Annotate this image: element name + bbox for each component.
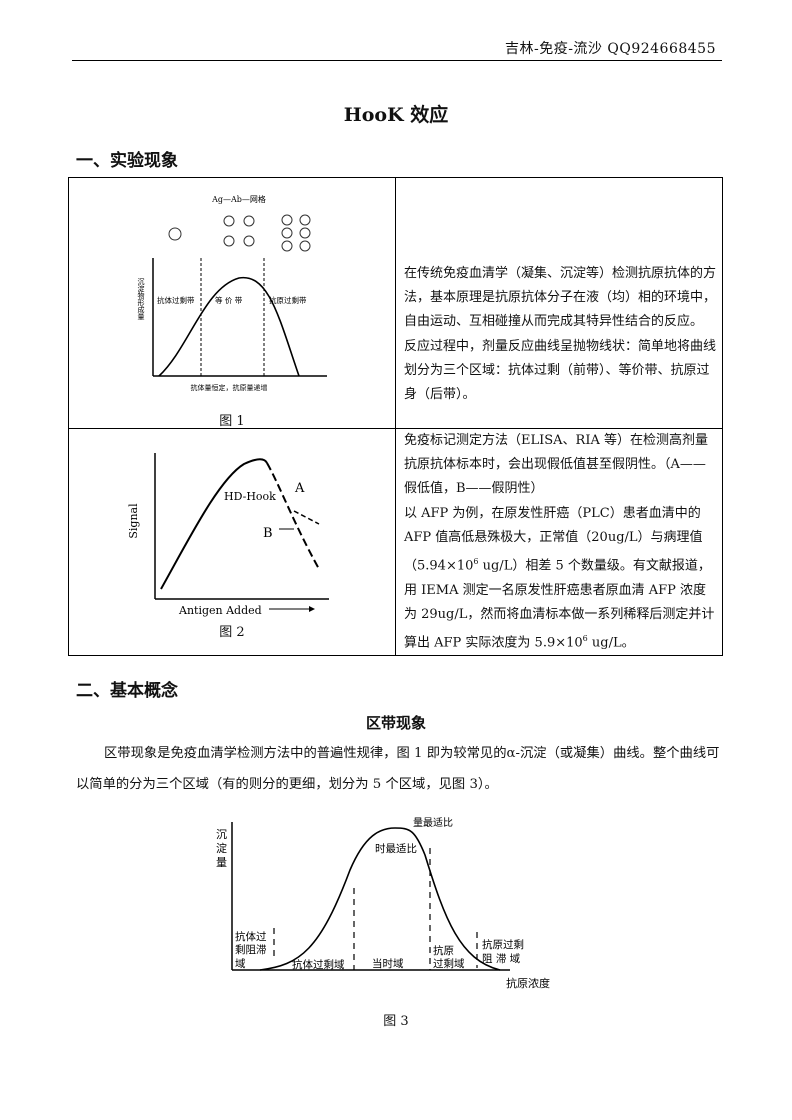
figure2-diagram: Signal HD-Hook A B Antigen Added — [127, 453, 329, 617]
figure3-diagram: 沉 淀 量 量最适比 时最适比 抗体过 剩阻滞 域 抗体过剩域 当时域 抗原 过… — [216, 817, 550, 990]
fig3-zone: 当时域 — [372, 957, 404, 970]
fig3-zone: 剩阻滞 — [235, 943, 267, 956]
fig3-zone: 过剩域 — [433, 957, 465, 970]
subheading: 区带现象 — [365, 714, 426, 732]
fig1-region: 等 价 带 — [215, 295, 243, 305]
fig3-y-label: 沉 — [216, 828, 227, 841]
fig3-y-label: 量 — [216, 856, 227, 869]
fig3-peak-label: 时最适比 — [375, 842, 417, 855]
fig3-peak-label: 量最适比 — [413, 817, 453, 829]
fig3-zone: 阻 滞 域 — [482, 952, 521, 965]
figure2-cell: Signal HD-Hook A B Antigen Added 图 2 — [68, 427, 396, 657]
figure3-caption: 图 3 — [383, 1014, 409, 1029]
figure2-caption: 图 2 — [219, 625, 245, 640]
fig2-x-label: Antigen Added — [178, 604, 262, 617]
fig3-zone: 抗原过剩 — [482, 938, 524, 951]
cell1-para: 在传统免疫血清学（凝集、沉淀等）检测抗原抗体的方法，基本原理是抗原抗体分子在液（… — [404, 266, 717, 330]
section1-heading: 一、实验现象 — [76, 151, 178, 171]
figure1-diagram: Ag—Ab—网格 沉淀物形成量 抗体过剩带 等 价 带 抗原过剩带 抗体量恒定，… — [137, 194, 327, 392]
cell1-text: 在传统免疫血清学（凝集、沉淀等）检测抗原抗体的方法，基本原理是抗原抗体分子在液（… — [395, 177, 723, 429]
fig3-zone: 抗体过 — [235, 930, 267, 943]
cell2-para: 免疫标记测定方法（ELISA、RIA 等）在检测高剂量抗原抗体标本时，会出现假低… — [404, 433, 708, 497]
fig2-point-b: B — [263, 526, 273, 541]
fig1-top-label: Ag—Ab—网格 — [211, 194, 266, 204]
fig1-region: 抗体过剩带 — [157, 295, 195, 305]
fig1-x-label: 抗体量恒定，抗原量递增 — [191, 383, 268, 392]
experiment-table: Ag—Ab—网格 沉淀物形成量 抗体过剩带 等 价 带 抗原过剩带 抗体量恒定，… — [68, 177, 723, 657]
fig3-x-label: 抗原浓度 — [506, 976, 550, 990]
section2-heading: 二、基本概念 — [76, 681, 178, 701]
cell1-para: 反应过程中，剂量反应曲线呈抛物线状：简单地将曲线划分为三个区域：抗体过剩（前带）… — [404, 338, 717, 403]
fig2-y-label: Signal — [127, 503, 140, 539]
page-header: 吉林-免疫-流沙 QQ924668455 — [504, 41, 716, 57]
complex-icons — [168, 214, 311, 252]
cell2-text: 免疫标记测定方法（ELISA、RIA 等）在检测高剂量抗原抗体标本时，会出现假低… — [395, 427, 723, 657]
body-paragraph: 区带现象是免疫血清学检测方法中的普遍性规律，图 1 即为较常见的α-沉淀（或凝集… — [76, 746, 720, 792]
figure1-cell: Ag—Ab—网格 沉淀物形成量 抗体过剩带 等 价 带 抗原过剩带 抗体量恒定，… — [68, 177, 396, 429]
header-rule — [72, 60, 722, 61]
fig1-region: 抗原过剩带 — [269, 295, 307, 305]
page-title: HooK 效应 — [343, 104, 449, 126]
fig3-y-label: 淀 — [216, 841, 227, 855]
fig2-curve-label: HD-Hook — [224, 490, 276, 503]
fig2-point-a: A — [294, 481, 305, 496]
fig3-zone: 域 — [235, 957, 246, 970]
fig3-zone: 抗体过剩域 — [292, 958, 345, 971]
cell2-para: 以 AFP 为例，在原发性肝癌（PLC）患者血清中的 AFP 值高低悬殊极大，正… — [404, 505, 715, 651]
figure1-caption: 图 1 — [219, 414, 245, 429]
fig1-y-label: 沉淀物形成量 — [137, 278, 145, 320]
fig3-zone: 抗原 — [433, 944, 454, 957]
